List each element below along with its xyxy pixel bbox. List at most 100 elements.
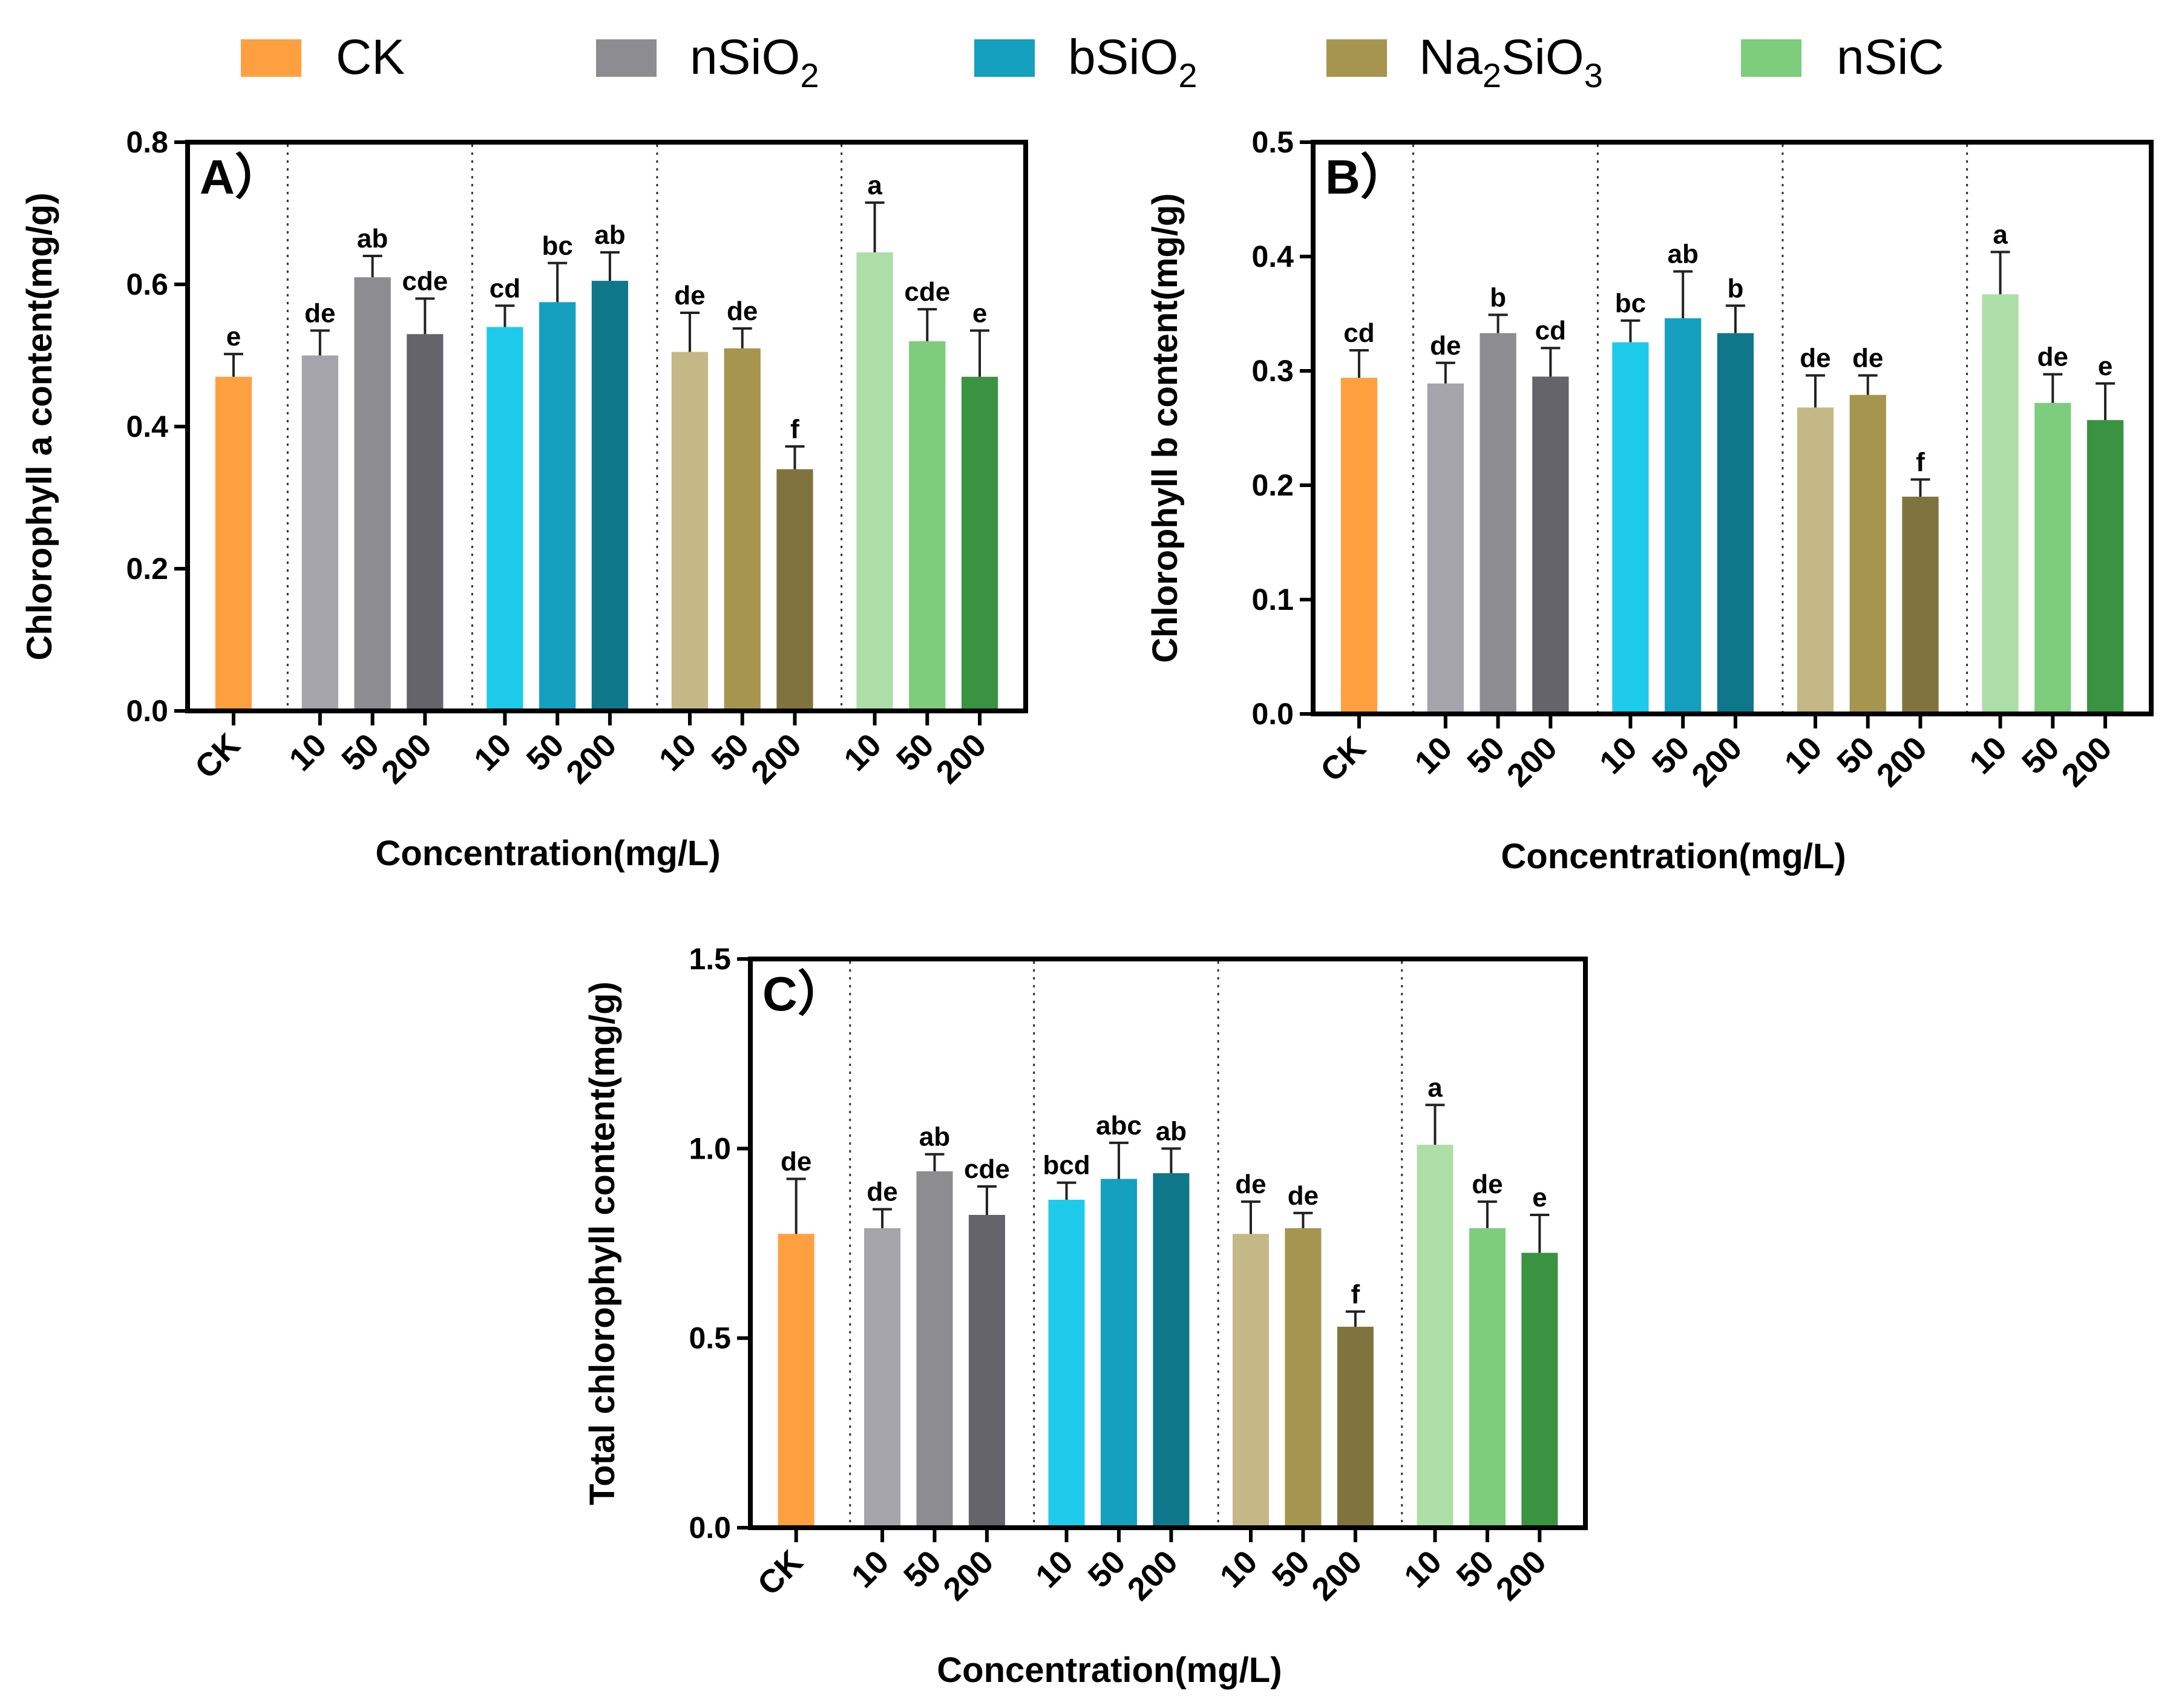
x-tick-label: 200 — [2054, 730, 2119, 794]
x-tick-label: 50 — [2015, 730, 2066, 781]
x-tick-label: 200 — [559, 727, 623, 791]
legend-item-nsic: nSiC — [1741, 30, 1944, 85]
x-tick-label: 200 — [936, 1543, 1000, 1608]
bar-na2sio3-50 — [724, 348, 761, 711]
legend-swatch — [1741, 39, 1801, 77]
y-axis-title: Chlorophyll b content(mg/g) — [1145, 193, 1185, 663]
legend-label: nSiO2 — [690, 30, 819, 94]
bar-na2sio3-10 — [1232, 1234, 1269, 1528]
significance-letter: bc — [1615, 289, 1646, 318]
bar-bsio2-10 — [1048, 1199, 1085, 1528]
x-tick-label: 10 — [1029, 1543, 1080, 1595]
significance-letter: a — [867, 171, 882, 200]
bar-ck-ck — [778, 1234, 814, 1528]
x-tick-label: 200 — [1121, 1543, 1185, 1608]
y-tick-label: 0.5 — [1251, 125, 1294, 159]
x-tick-label: 200 — [1305, 1543, 1369, 1608]
bar-nsio2-50 — [354, 277, 391, 711]
significance-letter: ab — [1156, 1116, 1187, 1146]
bar-nsic-200 — [2086, 420, 2124, 714]
y-tick-label: 1.0 — [689, 1131, 731, 1165]
bar-nsic-200 — [961, 376, 998, 711]
significance-letter: bcd — [1043, 1151, 1090, 1180]
bar-bsio2-10 — [487, 327, 523, 711]
legend-label: bSiO2 — [1068, 30, 1197, 94]
significance-letter: e — [972, 298, 987, 328]
significance-letter: de — [1472, 1170, 1503, 1199]
significance-letter: de — [781, 1147, 811, 1176]
x-tick-label: 50 — [1081, 1543, 1133, 1595]
bar-nsio2-10 — [864, 1228, 901, 1528]
x-tick-label: 200 — [1489, 1543, 1553, 1608]
legend-swatch — [1326, 39, 1387, 77]
significance-letter: de — [1430, 331, 1461, 361]
x-tick-label: 10 — [845, 1543, 896, 1595]
bar-nsic-200 — [1521, 1252, 1558, 1528]
bar-nsio2-50 — [1480, 333, 1516, 714]
significance-letter: e — [2098, 352, 2112, 381]
x-tick-label: 10 — [282, 727, 333, 778]
x-tick-label: 200 — [929, 727, 993, 791]
x-tick-label: 50 — [1265, 1543, 1317, 1595]
bar-nsio2-200 — [1532, 376, 1569, 714]
x-tick-label: 200 — [744, 727, 808, 791]
significance-letter: de — [2037, 342, 2068, 372]
significance-letter: e — [1532, 1183, 1547, 1212]
significance-letter: cde — [402, 267, 448, 296]
significance-letter: cd — [1343, 318, 1374, 348]
significance-letter: de — [867, 1177, 897, 1207]
significance-letter: ab — [594, 220, 625, 250]
y-tick-label: 0.0 — [689, 1511, 731, 1545]
plot-frame — [748, 957, 1588, 1530]
bar-nsic-50 — [1469, 1228, 1506, 1528]
bar-nsic-10 — [1417, 1145, 1454, 1528]
x-tick-label: CK — [751, 1543, 810, 1603]
significance-letter: ab — [1667, 240, 1698, 269]
significance-letter: bc — [542, 231, 572, 261]
bar-nsic-50 — [2034, 402, 2071, 714]
significance-letter: de — [1235, 1170, 1266, 1199]
bar-na2sio3-200 — [1902, 496, 1939, 714]
x-tick-label: 10 — [1397, 1543, 1449, 1595]
significance-letter: de — [1800, 344, 1830, 373]
x-tick-label: 50 — [704, 727, 756, 778]
significance-letter: f — [1351, 1280, 1360, 1309]
legend-item-ck: CK — [241, 30, 405, 85]
significance-letter: ab — [919, 1122, 950, 1152]
x-tick-label: CK — [188, 727, 247, 786]
significance-letter: b — [1490, 283, 1506, 312]
bar-ck-ck — [215, 376, 252, 711]
x-tick-label: 10 — [837, 727, 888, 778]
x-tick-label: 50 — [1449, 1543, 1501, 1595]
significance-letter: de — [674, 281, 705, 310]
bar-bsio2-200 — [1153, 1173, 1190, 1528]
x-tick-label: 10 — [1778, 730, 1829, 781]
significance-letter: abc — [1096, 1111, 1142, 1140]
bar-nsio2-200 — [968, 1215, 1005, 1528]
y-tick-label: 0.2 — [126, 552, 168, 586]
legend: CK nSiO2 bSiO2 Na2SiO3 nSiC — [241, 30, 1944, 94]
legend-swatch — [596, 39, 657, 77]
x-tick-label: CK — [1314, 730, 1373, 789]
significance-letter: f — [1916, 448, 1925, 477]
bar-bsio2-50 — [1665, 318, 1702, 714]
x-tick-label: 50 — [1645, 730, 1697, 781]
x-tick-label: 50 — [890, 727, 941, 778]
y-tick-label: 0.4 — [1251, 240, 1294, 273]
y-tick-label: 1.5 — [689, 942, 731, 976]
legend-swatch — [974, 39, 1035, 77]
legend-swatch — [241, 39, 301, 77]
significance-letter: de — [304, 298, 335, 328]
x-axis-title: Concentration(mg/L) — [937, 1651, 1282, 1690]
x-tick-label: 50 — [897, 1543, 948, 1595]
bar-na2sio3-50 — [1849, 394, 1886, 714]
y-axis-title: Total chlorophyll content(mg/g) — [583, 981, 622, 1505]
significance-letter: de — [1288, 1181, 1319, 1211]
y-tick-label: 0.3 — [1251, 354, 1294, 388]
y-tick-label: 0.1 — [1251, 583, 1294, 617]
bar-na2sio3-50 — [1285, 1228, 1322, 1528]
panel-label: C） — [762, 967, 846, 1021]
